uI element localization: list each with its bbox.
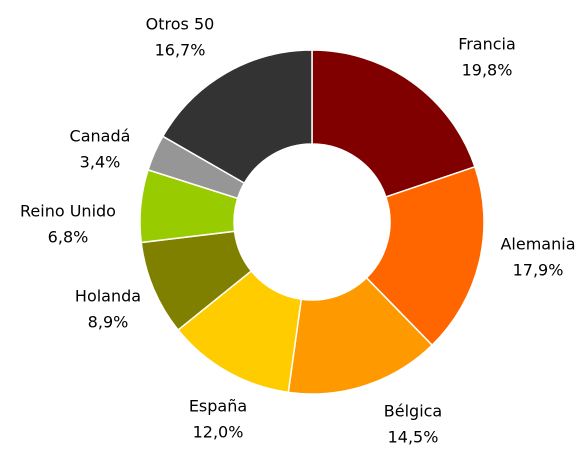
slice-value-label: 19,8% [462, 61, 513, 80]
donut-slice [161, 49, 313, 185]
slice-label: España [189, 397, 247, 416]
slice-label: Holanda [75, 287, 141, 306]
slice-value-label: 16,7% [155, 41, 206, 60]
slice-value-label: 17,9% [513, 261, 564, 280]
slice-value-label: 8,9% [88, 313, 129, 332]
slice-label: Francia [458, 35, 516, 54]
slice-label: Bélgica [384, 402, 442, 421]
slice-label: Otros 50 [146, 15, 215, 34]
donut-slice [311, 49, 476, 198]
slice-value-label: 14,5% [388, 428, 439, 447]
slice-label: Canadá [70, 127, 131, 146]
donut-slice [365, 165, 485, 347]
slice-label: Alemania [500, 235, 575, 254]
donut-slice [287, 276, 434, 395]
slice-value-label: 6,8% [48, 228, 89, 247]
slice-value-label: 3,4% [80, 153, 121, 172]
slice-value-label: 12,0% [193, 423, 244, 442]
slice-label: Reino Unido [20, 202, 116, 221]
